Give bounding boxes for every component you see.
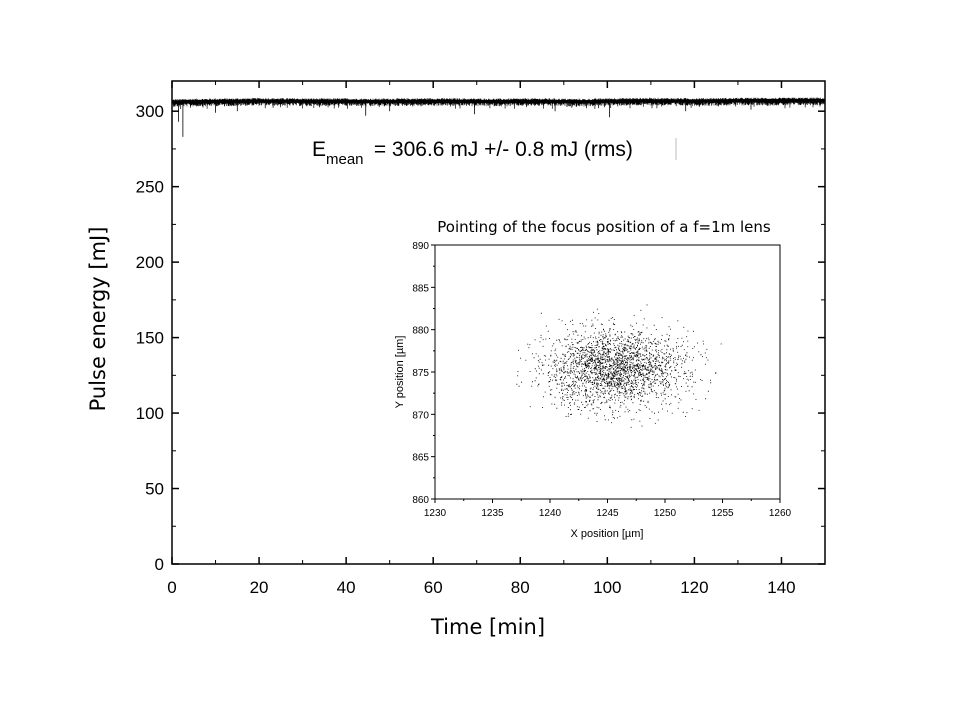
x-tick-label: 0: [167, 578, 176, 597]
energy-annotation: E mean = 306.6 mJ +/- 0.8 mJ (rms): [312, 138, 677, 168]
inset-y-tick-label: 860: [412, 495, 429, 506]
inset-y-axis-title: Y position [µm]: [394, 336, 406, 409]
inset-x-tick-label: 1255: [711, 508, 734, 519]
x-tick-label: 20: [250, 578, 269, 597]
inset-x-tick-label: 1240: [539, 508, 562, 519]
y-tick-label: 300: [136, 102, 164, 121]
inset-axis-ticks: 1230 1235 1240 1245 1250 1255 1260 860 865 870 875…: [412, 241, 791, 519]
inset-y-tick-label: 865: [412, 453, 429, 464]
inset-y-tick-label: 875: [412, 368, 429, 379]
main-axis-ticks: 0 20 40 60 80 100 120 140 0 50 100 150 200 250 300: [136, 81, 825, 597]
y-tick-label: 50: [145, 480, 164, 499]
inset-y-tick-label: 890: [412, 241, 429, 252]
inset-x-tick-label: 1235: [481, 508, 504, 519]
y-axis-title: Pulse energy [mJ]: [86, 227, 110, 412]
inset-x-tick-label: 1230: [424, 508, 447, 519]
x-tick-label: 100: [593, 578, 621, 597]
y-tick-label: 200: [136, 253, 164, 272]
main-chart: 0 20 40 60 80 100 120 140 0 50 100 150 200 250 300 E m…: [86, 80, 826, 639]
inset-x-tick-label: 1260: [769, 508, 792, 519]
pulse-energy-spikes: [174, 100, 821, 109]
annotation-e: E: [312, 138, 326, 161]
inset-chart: Pointing of the focus position of a f=1m…: [394, 212, 804, 544]
inset-x-tick-label: 1245: [596, 508, 619, 519]
inset-x-tick-label: 1250: [654, 508, 677, 519]
x-tick-label: 60: [424, 578, 443, 597]
inset-y-tick-label: 880: [412, 326, 429, 337]
inset-y-tick-label: 885: [412, 283, 429, 294]
x-tick-label: 40: [337, 578, 356, 597]
pulse-energy-series: [171, 97, 826, 137]
x-tick-label: 140: [767, 578, 795, 597]
y-tick-label: 0: [155, 555, 164, 574]
x-axis-title: Time [min]: [430, 615, 545, 639]
y-tick-label: 150: [136, 329, 164, 348]
inset-x-axis-title: X position [µm]: [571, 528, 644, 540]
pulse-energy-line: [171, 98, 826, 104]
annotation-subscript: mean: [326, 151, 364, 168]
y-tick-label: 100: [136, 404, 164, 423]
main-plot-frame: [171, 80, 826, 565]
x-tick-label: 80: [511, 578, 530, 597]
inset-title: Pointing of the focus position of a f=1m…: [437, 218, 771, 236]
inset-y-tick-label: 870: [412, 410, 429, 421]
y-tick-label: 250: [136, 178, 164, 197]
x-tick-label: 120: [680, 578, 708, 597]
annotation-value: = 306.6 mJ +/- 0.8 mJ (rms): [368, 138, 633, 161]
